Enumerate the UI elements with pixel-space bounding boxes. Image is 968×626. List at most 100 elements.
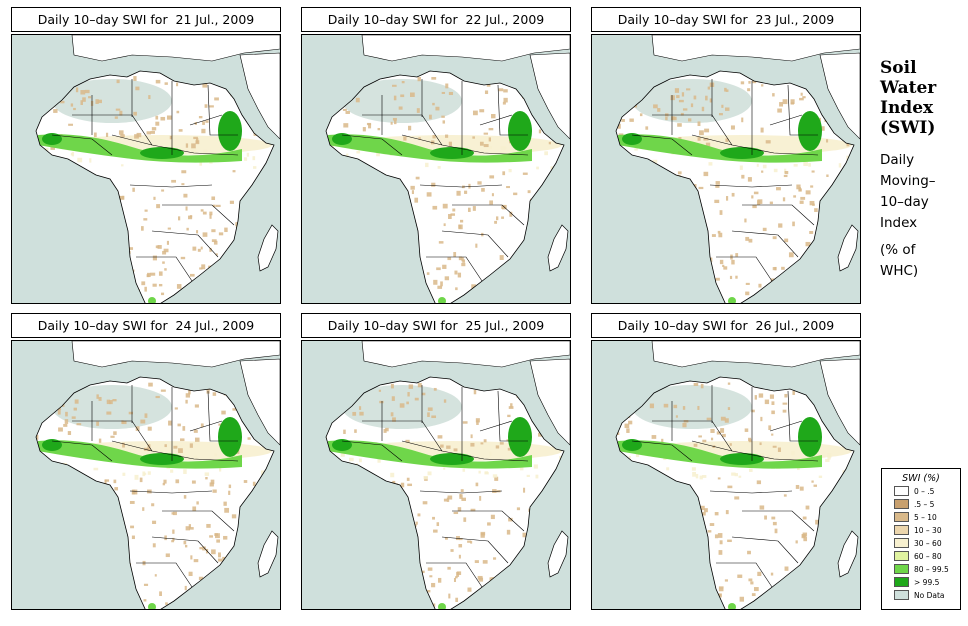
swi-cell: [143, 583, 149, 586]
swi-cell: [448, 141, 452, 146]
swi-cell: [148, 382, 153, 387]
swi-cell: [802, 532, 808, 537]
swi-cell: [492, 489, 497, 493]
swi-cell: [260, 470, 265, 476]
swi-cell: [682, 108, 688, 111]
swi-cell: [218, 232, 224, 236]
swi-cell: [472, 136, 475, 139]
madagascar: [837, 530, 859, 578]
swi-cell: [197, 248, 201, 252]
swi-cell: [490, 514, 495, 520]
swi-cell: [652, 159, 658, 164]
swi-cell: [759, 505, 765, 510]
swi-cell: [494, 220, 498, 224]
swi-cell: [464, 190, 468, 194]
swi-cell: [414, 197, 419, 203]
africa-map: [301, 34, 571, 304]
swi-cell: [210, 479, 215, 485]
swi-cell: [423, 475, 428, 480]
swi-cell: [136, 132, 142, 138]
swi-cell: [135, 86, 140, 91]
swi-cell: [680, 112, 684, 116]
swi-cell: [458, 256, 462, 261]
swi-cell: [143, 472, 147, 475]
swi-cell: [109, 399, 113, 405]
swi-cell: [700, 383, 704, 389]
swi-cell: [752, 79, 757, 84]
swi-cell: [164, 444, 167, 448]
swi-cell: [216, 539, 220, 543]
index-subtitle-line: Daily: [880, 152, 915, 168]
swi-cell: [442, 120, 446, 124]
swi-cell: [717, 533, 723, 538]
country-border: [207, 84, 238, 136]
swi-cell: [159, 591, 162, 596]
swi-cell: [349, 457, 354, 462]
swi-cell: [209, 535, 213, 538]
swi-cell: [44, 148, 49, 151]
country-border: [401, 134, 529, 156]
swi-cell: [738, 475, 742, 478]
swi-cell: [437, 285, 443, 289]
africa-map: [11, 340, 281, 610]
swi-cell: [188, 215, 193, 220]
swi-cell: [443, 498, 448, 502]
swi-cell: [212, 392, 217, 396]
swi-cell: [113, 431, 117, 435]
madagascar: [547, 530, 569, 578]
country-border: [341, 134, 403, 156]
swi-cell: [427, 471, 432, 476]
swi-cell: [71, 416, 76, 419]
country-border: [189, 114, 223, 126]
swi-cell: [772, 267, 777, 271]
country-border: [716, 562, 773, 588]
swi-cell: [777, 108, 782, 113]
cape-wet: [148, 297, 156, 303]
swi-cell: [200, 246, 203, 250]
swi-cell: [151, 503, 155, 507]
swi-cell: [205, 477, 208, 480]
swi-cell: [675, 415, 678, 418]
swi-cell: [710, 428, 715, 433]
swi-cell: [209, 482, 214, 487]
swi-cell: [720, 428, 725, 433]
west-saturated: [622, 133, 642, 145]
swi-cell: [483, 144, 489, 148]
swi-cell: [458, 544, 463, 548]
africa-landmass: [326, 71, 564, 303]
swi-cell: [802, 96, 806, 99]
index-unit: (% of WHC): [880, 240, 964, 282]
swi-cell: [169, 135, 172, 140]
swi-cell: [244, 157, 248, 161]
legend-swatch: [894, 538, 909, 548]
swi-cell: [146, 274, 150, 278]
legend-swatch: [894, 512, 909, 522]
arabia-landmass: [529, 52, 570, 140]
swi-cell: [527, 190, 531, 194]
country-border: [452, 510, 525, 532]
swi-cell: [352, 411, 357, 416]
swi-cell: [167, 227, 171, 230]
swi-cell: [426, 272, 430, 275]
swi-cell: [192, 246, 197, 251]
swi-cell: [164, 535, 167, 541]
country-border: [787, 390, 818, 442]
swi-cell: [70, 103, 74, 107]
swi-cell: [760, 416, 763, 422]
swi-cell: [762, 164, 767, 169]
swi-cell: [228, 490, 231, 495]
swi-cell: [770, 278, 775, 282]
swi-cell: [759, 442, 762, 446]
swi-cell: [431, 77, 437, 80]
swi-cell: [183, 193, 188, 198]
swi-cell: [663, 403, 669, 408]
swi-cell: [811, 170, 815, 173]
swi-cell: [437, 165, 441, 169]
swi-cell: [771, 401, 775, 406]
swi-cell: [459, 494, 463, 499]
swi-cell: [757, 146, 761, 149]
swi-cell: [448, 214, 452, 220]
swi-cell: [645, 126, 649, 130]
swi-cell: [677, 123, 682, 127]
country-border: [426, 256, 483, 282]
